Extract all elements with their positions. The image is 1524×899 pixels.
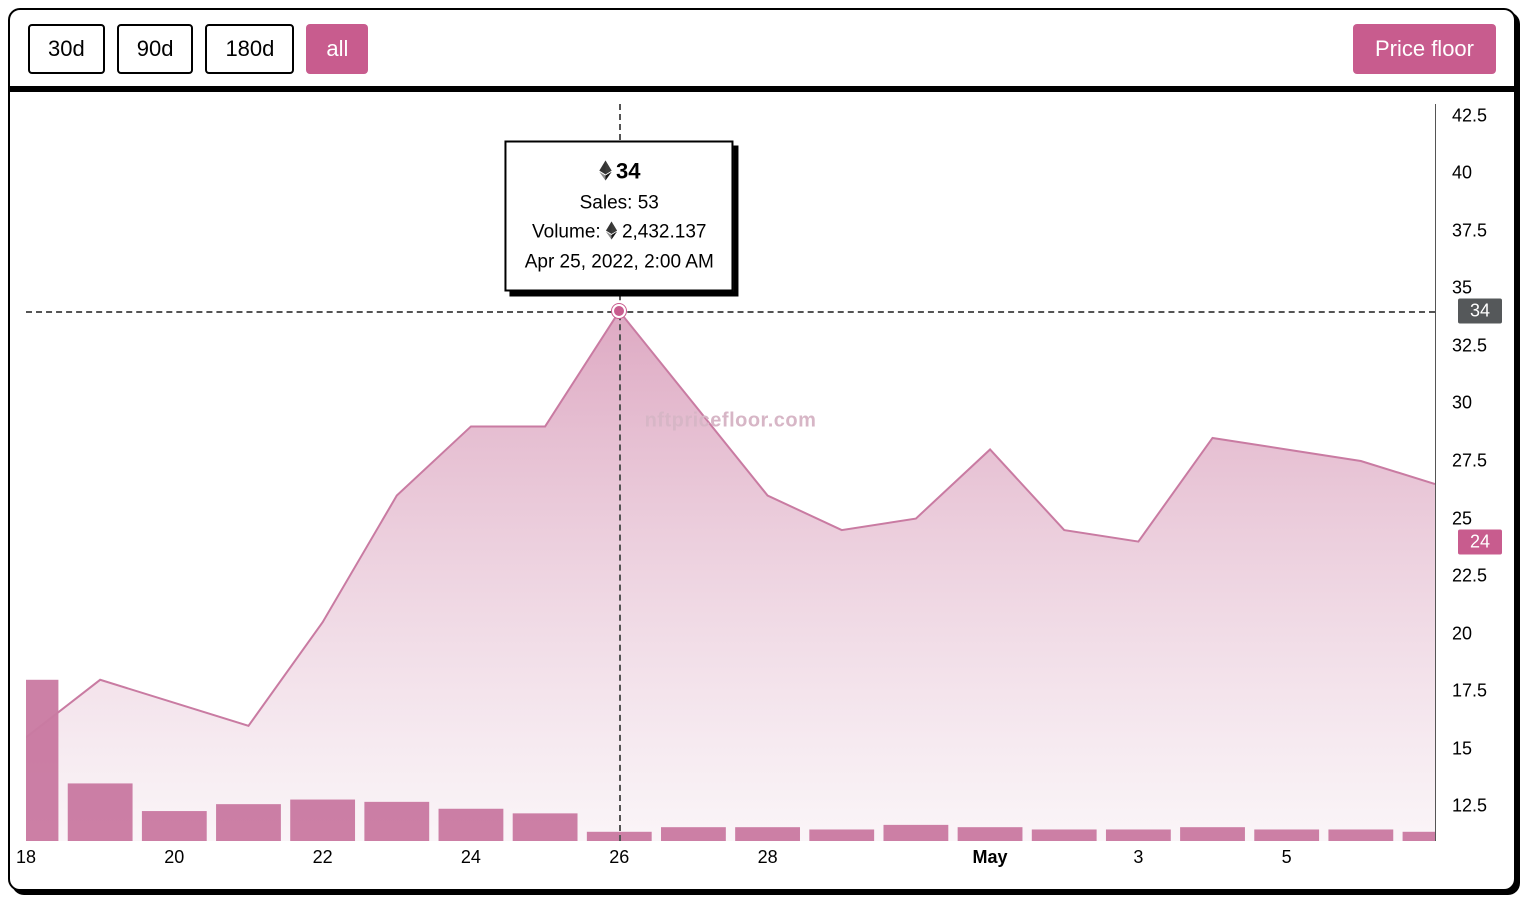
tooltip-price-value: 34 bbox=[616, 159, 640, 184]
y-tick-label: 25 bbox=[1442, 508, 1502, 529]
tooltip: 34 Sales: 53 Volume: 2,432.137 Apr 25, 2… bbox=[505, 141, 734, 292]
hover-marker bbox=[612, 304, 626, 318]
plot-region[interactable]: nftpricefloor.com 34 Sales: 53 Volume: 2… bbox=[26, 104, 1436, 841]
tooltip-sales: Sales: 53 bbox=[525, 190, 714, 219]
tooltip-price: 34 bbox=[525, 155, 714, 190]
x-tick-label: May bbox=[973, 847, 1008, 868]
range-button-group: 30d 90d 180d all bbox=[28, 24, 368, 74]
x-tick-label: 3 bbox=[1133, 847, 1143, 868]
crosshair-horizontal bbox=[26, 311, 1435, 313]
y-axis-last-badge: 24 bbox=[1458, 529, 1502, 554]
range-button-30d[interactable]: 30d bbox=[28, 24, 105, 74]
x-tick-label: 24 bbox=[461, 847, 481, 868]
y-tick-label: 37.5 bbox=[1442, 220, 1502, 241]
x-tick-label: 5 bbox=[1282, 847, 1292, 868]
y-tick-label: 27.5 bbox=[1442, 450, 1502, 471]
ethereum-icon bbox=[598, 157, 612, 190]
y-tick-label: 15 bbox=[1442, 738, 1502, 759]
range-button-180d[interactable]: 180d bbox=[205, 24, 294, 74]
chart-card: 30d 90d 180d all Price floor nftpriceflo… bbox=[8, 8, 1516, 891]
toolbar: 30d 90d 180d all Price floor bbox=[10, 10, 1514, 92]
x-tick-label: 28 bbox=[758, 847, 778, 868]
watermark-text: nftpricefloor.com bbox=[645, 409, 817, 432]
y-tick-label: 35 bbox=[1442, 278, 1502, 299]
y-tick-label: 40 bbox=[1442, 163, 1502, 184]
y-tick-label: 32.5 bbox=[1442, 335, 1502, 356]
tooltip-volume-value: 2,432.137 bbox=[622, 221, 707, 242]
x-tick-label: 26 bbox=[609, 847, 629, 868]
y-axis-hover-badge: 34 bbox=[1458, 299, 1502, 324]
legend-button-price-floor[interactable]: Price floor bbox=[1353, 24, 1496, 74]
chart-area[interactable]: nftpricefloor.com 34 Sales: 53 Volume: 2… bbox=[10, 92, 1514, 885]
tooltip-volume: Volume: 2,432.137 bbox=[525, 218, 714, 249]
tooltip-date: Apr 25, 2022, 2:00 AM bbox=[525, 249, 714, 278]
x-tick-label: 22 bbox=[313, 847, 333, 868]
y-axis-ticks: 12.5 15 17.5 20 22.5 25 27.5 30 32.5 35 37.5 40 42.5… bbox=[1442, 104, 1502, 841]
x-axis-ticks: 182022242628May35 bbox=[26, 847, 1436, 879]
ethereum-icon bbox=[606, 220, 618, 249]
y-tick-label: 30 bbox=[1442, 393, 1502, 414]
y-tick-label: 12.5 bbox=[1442, 796, 1502, 817]
y-tick-label: 42.5 bbox=[1442, 105, 1502, 126]
x-tick-label: 18 bbox=[16, 847, 36, 868]
y-tick-label: 17.5 bbox=[1442, 681, 1502, 702]
tooltip-volume-label: Volume: bbox=[532, 221, 601, 242]
y-tick-label: 20 bbox=[1442, 623, 1502, 644]
y-tick-label: 22.5 bbox=[1442, 566, 1502, 587]
x-tick-label: 20 bbox=[164, 847, 184, 868]
range-button-90d[interactable]: 90d bbox=[117, 24, 194, 74]
range-button-all[interactable]: all bbox=[306, 24, 368, 74]
